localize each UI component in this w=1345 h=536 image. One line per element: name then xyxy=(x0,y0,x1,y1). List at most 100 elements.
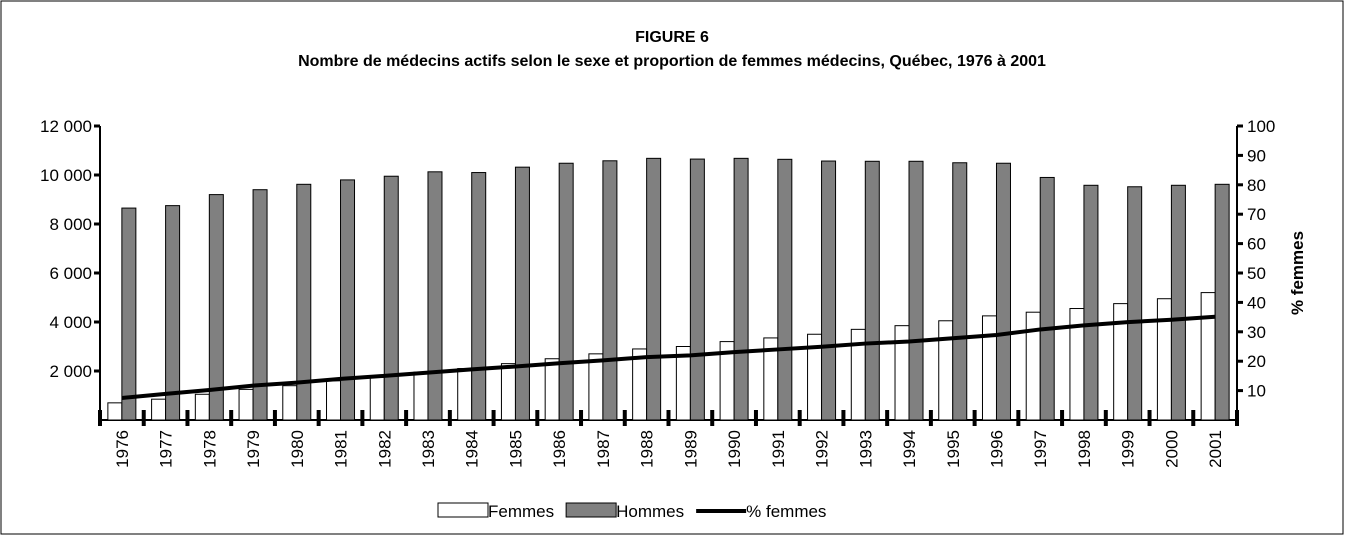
x-tick xyxy=(797,410,802,426)
legend-label: Hommes xyxy=(616,502,684,521)
x-tick-label: 1999 xyxy=(1119,430,1138,468)
bar xyxy=(1214,183,1230,421)
bar xyxy=(471,172,487,421)
bar xyxy=(908,160,924,421)
x-tick-label: 1989 xyxy=(681,430,700,468)
x-tick xyxy=(622,410,627,426)
chart-title: FIGURE 6 xyxy=(635,29,709,46)
legend-label: Femmes xyxy=(488,502,554,521)
bar xyxy=(194,393,210,421)
x-tick-label: 1978 xyxy=(200,430,219,468)
bar xyxy=(777,158,793,421)
legend-swatch xyxy=(437,502,489,518)
bar xyxy=(107,402,123,421)
x-tick-label: 1996 xyxy=(987,430,1006,468)
x-tick-label: 1993 xyxy=(856,430,875,468)
x-tick xyxy=(316,410,321,426)
y2-tick-label: 20 xyxy=(1247,352,1266,371)
x-tick-label: 1997 xyxy=(1031,430,1050,468)
y-tick-label: 8 000 xyxy=(49,215,92,234)
y2-tick-label: 90 xyxy=(1247,146,1266,165)
x-tick-label: 1980 xyxy=(288,430,307,468)
x-tick xyxy=(535,410,540,426)
y2-tick-label: 30 xyxy=(1247,323,1266,342)
x-tick xyxy=(404,410,409,426)
x-tick-label: 1981 xyxy=(332,430,351,468)
bar xyxy=(981,315,997,421)
x-tick-label: 1976 xyxy=(113,430,132,468)
x-tick xyxy=(1060,410,1065,426)
bar xyxy=(514,166,530,421)
line xyxy=(121,314,1216,400)
x-tick xyxy=(1235,410,1239,426)
y-tick-label: 2 000 xyxy=(49,362,92,381)
bar xyxy=(1170,184,1186,421)
x-tick xyxy=(710,410,715,426)
bar xyxy=(340,179,356,421)
x-tick xyxy=(579,410,584,426)
bar xyxy=(121,207,137,421)
bar xyxy=(995,162,1011,421)
x-tick xyxy=(1191,410,1196,426)
x-tick-label: 1985 xyxy=(506,430,525,468)
x-tick xyxy=(1103,410,1108,426)
x-tick xyxy=(141,410,146,426)
bar xyxy=(864,160,880,421)
x-tick-label: 1984 xyxy=(463,430,482,468)
bar xyxy=(733,157,749,421)
bar xyxy=(252,189,268,421)
x-tick-label: 1983 xyxy=(419,430,438,468)
bar xyxy=(369,376,385,421)
x-tick xyxy=(98,410,102,426)
bar xyxy=(1083,184,1099,421)
bar xyxy=(544,358,560,421)
x-tick xyxy=(229,410,234,426)
x-tick-label: 2000 xyxy=(1162,430,1181,468)
bar xyxy=(1127,186,1143,421)
bar xyxy=(296,183,312,421)
bar xyxy=(821,160,837,421)
y-tick-label: 4 000 xyxy=(49,313,92,332)
y-tick-label: 10 000 xyxy=(40,166,92,185)
y2-tick-label: 70 xyxy=(1247,205,1266,224)
x-tick-label: 2001 xyxy=(1206,430,1225,468)
y2-tick-label: 100 xyxy=(1247,117,1275,136)
bar xyxy=(588,353,604,421)
bar xyxy=(558,162,574,421)
bar xyxy=(646,157,662,421)
x-tick xyxy=(1016,410,1021,426)
x-tick xyxy=(447,410,452,426)
x-tick-label: 1982 xyxy=(375,430,394,468)
y2-tick-label: 80 xyxy=(1247,176,1266,195)
x-tick-label: 1988 xyxy=(638,430,657,468)
y-tick-label: 12 000 xyxy=(40,117,92,136)
bar xyxy=(1039,176,1055,421)
x-tick xyxy=(272,410,277,426)
x-tick xyxy=(841,410,846,426)
x-tick xyxy=(666,410,671,426)
bar xyxy=(208,194,224,421)
x-tick-label: 1987 xyxy=(594,430,613,468)
y2-tick-label: 40 xyxy=(1247,293,1266,312)
chart-subtitle: Nombre de médecins actifs selon le sexe … xyxy=(298,53,1046,70)
bar xyxy=(457,368,473,421)
x-tick-label: 1986 xyxy=(550,430,569,468)
x-tick-label: 1979 xyxy=(244,430,263,468)
x-tick-label: 1992 xyxy=(813,430,832,468)
x-tick-label: 1998 xyxy=(1075,430,1094,468)
bar xyxy=(165,205,181,421)
x-tick-label: 1990 xyxy=(725,430,744,468)
bar xyxy=(602,160,618,421)
bar xyxy=(151,398,167,421)
y2-tick-label: 50 xyxy=(1247,264,1266,283)
legend-swatch xyxy=(565,502,617,518)
bar xyxy=(413,371,429,421)
bar xyxy=(1156,298,1172,421)
bar xyxy=(689,158,705,421)
x-tick xyxy=(753,410,758,426)
bar xyxy=(427,171,443,421)
bar xyxy=(238,388,254,421)
x-tick-label: 1977 xyxy=(157,430,176,468)
